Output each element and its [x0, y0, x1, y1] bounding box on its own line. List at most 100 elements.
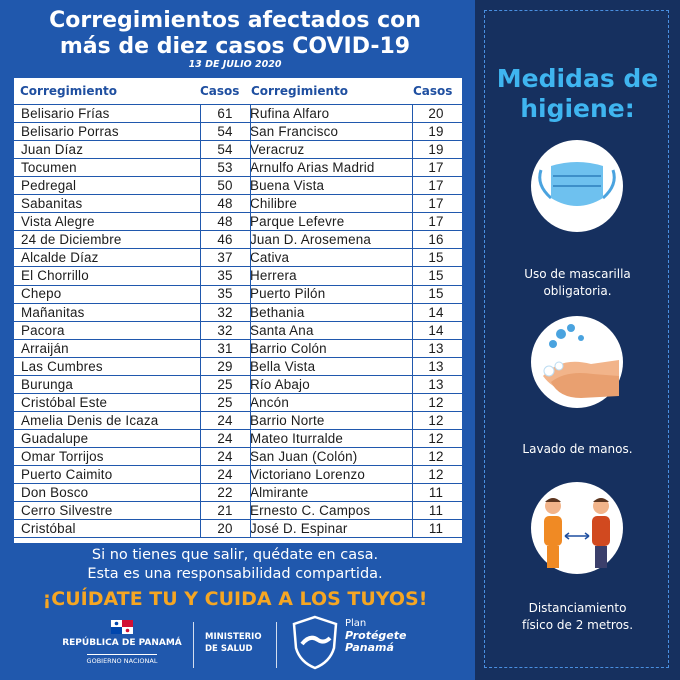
cell-left-cases: 61: [217, 106, 233, 121]
republic-logo: REPÚBLICA DE PANAMÁ GOBIERNO NACIONAL: [62, 620, 182, 667]
cell-left-name: Omar Torrijos: [21, 448, 104, 464]
table-row: Omar Torrijos 24 San Juan (Colón) 12: [14, 447, 462, 465]
grid-line: [14, 266, 462, 268]
distance-caption: Distanciamiento físico de 2 metros.: [521, 601, 634, 632]
cell-right-cases: 19: [428, 142, 444, 158]
cell-left-cases: 54: [217, 124, 233, 140]
cell-right-cases: 13: [428, 376, 444, 392]
cell-right-name: Bethania: [250, 304, 305, 320]
cell-right-name: Herrera: [250, 268, 297, 284]
cell-left-cases: 25: [217, 376, 233, 392]
cell-right-cases: 17: [428, 196, 444, 212]
stay-home-message: Si no tienes que salir, quédate en casa.…: [87, 547, 383, 582]
table-row: Sabanitas 48 Chilibre 17: [14, 194, 462, 212]
cell-left-cases: 53: [217, 160, 233, 176]
cell-right-name: Veracruz: [250, 142, 305, 158]
table-row: Chepo 35 Puerto Pilón 15: [14, 284, 462, 302]
grid-divider: [412, 104, 413, 538]
table-row: Juan Díaz 54 Veracruz 19: [14, 140, 462, 158]
grid-line: [14, 519, 462, 521]
cell-right-name: San Juan (Colón): [250, 448, 358, 464]
cell-right-cases: 17: [428, 160, 444, 176]
cell-right-cases: 16: [428, 232, 444, 248]
grid-line: [14, 230, 462, 232]
table-row: Las Cumbres 29 Bella Vista 13: [14, 357, 462, 375]
cell-right-cases: 14: [428, 322, 444, 338]
cell-right-cases: 15: [428, 286, 444, 302]
cell-right-name: San Francisco: [250, 124, 339, 140]
cell-right-cases: 17: [428, 178, 444, 194]
cell-left-name: Belisario Frías: [21, 106, 110, 121]
mask-icon: [531, 140, 623, 232]
cell-right-cases: 19: [428, 124, 444, 140]
cell-right-cases: 12: [428, 448, 444, 464]
cell-left-cases: 21: [217, 503, 233, 519]
cell-right-name: Parque Lefevre: [250, 214, 345, 230]
cell-right-name: Puerto Pilón: [250, 286, 326, 302]
grid-line: [14, 446, 462, 448]
cell-right-cases: 12: [428, 412, 444, 428]
cell-right-name: Barrio Norte: [250, 412, 325, 428]
cell-left-cases: 50: [217, 178, 233, 194]
cell-left-name: Amelia Denis de Icaza: [21, 412, 159, 428]
cell-left-cases: 54: [217, 142, 233, 158]
grid-line: [14, 410, 462, 412]
ministry-label: MINISTERIO DE SALUD: [205, 632, 262, 654]
grid-line: [14, 374, 462, 376]
grid-line: [14, 212, 462, 214]
grid-line: [14, 483, 462, 485]
table-row: Tocumen 53 Arnulfo Arias Madrid 17: [14, 158, 462, 176]
cell-right-name: Santa Ana: [250, 322, 314, 338]
cell-right-name: Bella Vista: [250, 358, 316, 374]
grid-line: [14, 302, 462, 304]
panama-flag-icon: [111, 620, 133, 634]
grid-line: [14, 194, 462, 196]
cell-left-cases: 25: [217, 394, 233, 410]
cell-left-name: Cristóbal Este: [21, 394, 108, 410]
grid-line: [14, 537, 462, 539]
cell-right-cases: 15: [428, 250, 444, 266]
table-body: Belisario Frías 61 Rufina Alfaro 20 Belisari…: [14, 104, 462, 539]
table-row: Vista Alegre 48 Parque Lefevre 17: [14, 212, 462, 230]
dashed-frame: [484, 10, 669, 668]
grid-divider: [250, 104, 251, 538]
cell-left-name: Juan Díaz: [21, 142, 84, 158]
cell-left-name: 24 de Diciembre: [21, 232, 122, 248]
table-row: Pacora 32 Santa Ana 14: [14, 321, 462, 339]
cell-left-cases: 35: [217, 286, 233, 302]
grid-line: [14, 392, 462, 394]
grid-line: [14, 356, 462, 358]
table-row: Pedregal 50 Buena Vista 17: [14, 176, 462, 194]
cell-left-name: Arraiján: [21, 340, 69, 356]
cell-left-name: Alcalde Díaz: [21, 250, 99, 266]
grid-line: [14, 122, 462, 124]
grid-line: [14, 248, 462, 250]
col-header-cases-left: Casos: [200, 84, 240, 98]
col-header-name-left: Corregimiento: [20, 84, 118, 98]
cell-left-cases: 37: [217, 250, 233, 266]
cell-left-cases: 24: [217, 430, 233, 446]
table-row: Arraiján 31 Barrio Colón 13: [14, 339, 462, 357]
cell-right-name: Ernesto C. Campos: [250, 503, 371, 519]
table-row: Alcalde Díaz 37 Cativa 15: [14, 248, 462, 266]
cell-right-cases: 11: [428, 503, 444, 519]
handwash-caption: Lavado de manos.: [522, 442, 633, 456]
cell-right-cases: 14: [428, 304, 444, 320]
handwash-icon: [531, 316, 623, 408]
cell-right-cases: 12: [428, 394, 444, 410]
table-row: Mañanitas 32 Bethania 14: [14, 303, 462, 321]
cell-left-name: El Chorrillo: [21, 268, 89, 284]
cell-right-cases: 11: [428, 521, 444, 537]
cell-right-name: Arnulfo Arias Madrid: [250, 160, 375, 176]
grid-line: [14, 104, 462, 105]
cell-left-cases: 24: [217, 448, 233, 464]
shield-icon: [292, 615, 338, 670]
grid-line: [14, 338, 462, 340]
cell-right-cases: 12: [428, 430, 444, 446]
cell-right-cases: 15: [428, 268, 444, 284]
cell-left-name: Chepo: [21, 286, 62, 302]
cell-left-cases: 32: [217, 304, 233, 320]
date-label: 13 DE JULIO 2020: [188, 59, 282, 70]
cell-right-name: Mateo Iturralde: [250, 430, 344, 446]
cell-left-cases: 31: [217, 340, 233, 356]
